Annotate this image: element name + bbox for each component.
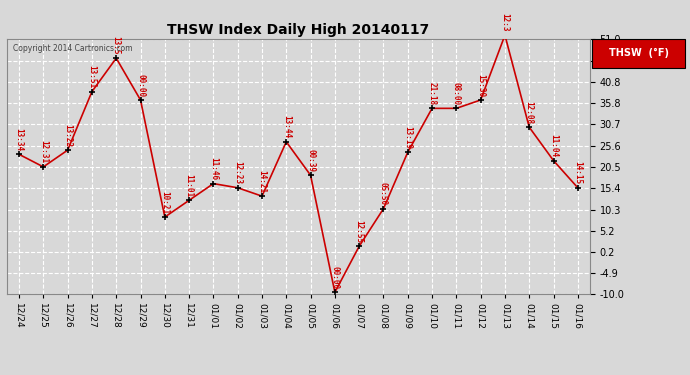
Text: 00:39: 00:39 <box>306 149 315 172</box>
Text: 05:50: 05:50 <box>379 182 388 206</box>
Text: 12:08: 12:08 <box>524 101 534 124</box>
Text: Copyright 2014 Cartronics.com: Copyright 2014 Cartronics.com <box>12 45 132 54</box>
Text: 14:21: 14:21 <box>257 170 266 193</box>
Text: 12:55: 12:55 <box>355 220 364 243</box>
Text: 13:34: 13:34 <box>14 128 23 151</box>
Text: 11:04: 11:04 <box>549 134 558 157</box>
Text: 12:3: 12:3 <box>500 13 509 32</box>
Text: 00:00: 00:00 <box>331 266 339 289</box>
Text: 08:00: 08:00 <box>452 82 461 105</box>
Text: 13:44: 13:44 <box>282 116 290 138</box>
Text: 21:18: 21:18 <box>428 82 437 105</box>
Text: 10:21: 10:21 <box>160 190 169 214</box>
Text: 12:31: 12:31 <box>39 140 48 164</box>
Text: 12:23: 12:23 <box>233 161 242 184</box>
Text: 14:15: 14:15 <box>573 161 582 184</box>
Text: 15:30: 15:30 <box>476 74 485 97</box>
Text: 13:51: 13:51 <box>88 65 97 88</box>
Text: 13:22: 13:22 <box>63 124 72 147</box>
Text: THSW  (°F): THSW (°F) <box>609 48 669 58</box>
Text: 00:00: 00:00 <box>136 74 145 97</box>
Text: 11:01: 11:01 <box>185 174 194 197</box>
Text: 11:46: 11:46 <box>209 157 218 180</box>
Title: THSW Index Daily High 20140117: THSW Index Daily High 20140117 <box>167 23 430 37</box>
Text: 13:19: 13:19 <box>403 126 412 149</box>
Text: 13:5: 13:5 <box>112 36 121 55</box>
